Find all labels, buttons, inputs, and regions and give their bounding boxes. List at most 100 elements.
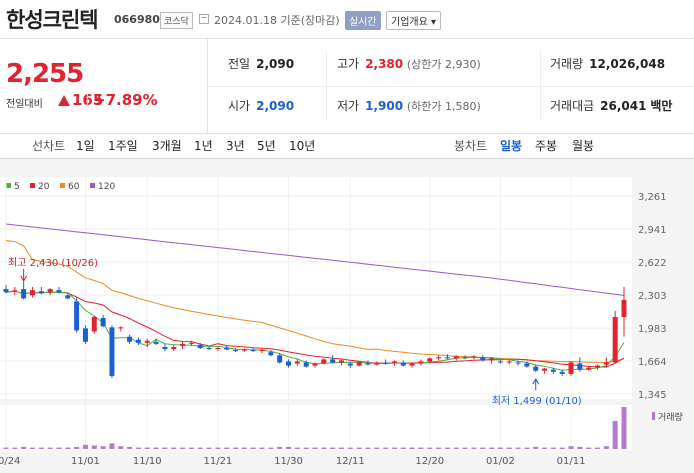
volume-bar [118, 446, 124, 449]
volume-bar [365, 447, 371, 449]
y-tick-label: 2,303 [638, 291, 667, 302]
stock-code: 066980 [114, 13, 160, 26]
x-tick-label: 11/21 [203, 456, 232, 467]
candle-body [109, 327, 115, 376]
period-10y[interactable]: 10년 [289, 139, 316, 153]
candle-body [321, 359, 327, 364]
volume-panel [0, 405, 632, 451]
candle-body [559, 371, 565, 374]
period-1y[interactable]: 1년 [194, 139, 213, 153]
candle-body [586, 367, 592, 370]
candle-body [330, 359, 336, 363]
period-3m[interactable]: 3개월 [152, 139, 182, 153]
y-tick-label: 1,983 [638, 324, 667, 335]
y-tick-label: 2,622 [638, 258, 667, 269]
candle-body [365, 363, 371, 365]
volume-bar [383, 447, 389, 449]
volume-bar [603, 446, 609, 449]
volume-bar [400, 447, 406, 449]
volume-bar [259, 447, 265, 449]
volume-bar [418, 447, 424, 449]
candle-body [524, 363, 530, 367]
volume-bar [568, 446, 574, 449]
candle-body [577, 363, 583, 370]
candle-body [391, 361, 397, 364]
volume-bar [409, 447, 415, 449]
volume-bar [577, 446, 583, 449]
max-arrow-head [20, 275, 28, 282]
price-chart[interactable]: 5 20 60 120 3,261 2,941 2,622 2,303 1,983 1,664 1,… [0, 158, 694, 473]
volume-bar [436, 447, 442, 449]
volume-bar [612, 421, 618, 449]
legend-swatch [6, 183, 11, 188]
candle-body [497, 361, 503, 363]
candle-body [383, 362, 389, 364]
candle-body [127, 336, 133, 342]
ma120-line [5, 223, 625, 296]
volume-bar [74, 446, 80, 449]
candle-monthly[interactable]: 월봉 [572, 139, 595, 153]
volume-bar [250, 447, 256, 449]
volume-bar [206, 447, 212, 449]
volume-label: 거래량 [658, 411, 683, 423]
volume-bar [135, 447, 141, 449]
volume-bar [241, 447, 247, 449]
volume-legend-swatch [652, 412, 655, 420]
divider [208, 86, 694, 87]
ma20-line [5, 290, 625, 368]
candle-body [409, 363, 415, 366]
candle-body [180, 343, 186, 346]
x-tick-label: 11/30 [274, 456, 303, 467]
candle-body [47, 289, 53, 293]
volume-bar [506, 447, 512, 449]
candle-body [286, 361, 292, 366]
candle-body [338, 360, 344, 363]
volume-bar [480, 447, 486, 449]
low-cell: 저가 1,900 (하한가 1,580) [337, 99, 481, 113]
up-triangle-icon [58, 95, 70, 106]
x-tick-label: 01/02 [486, 456, 515, 467]
volume-bar [82, 444, 88, 449]
candle-body [374, 362, 380, 365]
candle-body [312, 363, 318, 366]
volume-bar [56, 447, 62, 449]
volume-bar [171, 447, 177, 449]
volume-bar [162, 447, 168, 449]
volume-bar [144, 447, 150, 449]
volume-bar [444, 447, 450, 449]
volume-bar [29, 447, 35, 449]
candle-body [250, 350, 256, 352]
candle-daily[interactable]: 일봉 [500, 139, 523, 153]
candle-weekly[interactable]: 주봉 [535, 139, 558, 153]
legend-item: 60 [68, 182, 80, 192]
candle-body [215, 348, 221, 350]
realtime-button[interactable]: 실시간 [345, 11, 381, 30]
legend-item: 120 [98, 182, 115, 192]
legend-item: 20 [38, 182, 50, 192]
x-tick-label: 11/01 [71, 456, 100, 467]
volume-bar [321, 447, 327, 449]
volume-bar [188, 447, 194, 449]
volume-bar [347, 447, 353, 449]
legend-item: 5 [14, 182, 20, 192]
period-1d[interactable]: 1일 [76, 139, 95, 153]
candle-body [91, 317, 97, 332]
candle-body [144, 340, 150, 343]
period-1w[interactable]: 1주일 [108, 139, 138, 153]
stock-name: 한성크린텍 [6, 8, 99, 32]
period-3y[interactable]: 3년 [226, 139, 245, 153]
volume-bar [277, 446, 283, 449]
x-tick-label: 10/24 [0, 456, 20, 467]
candle-body [621, 299, 627, 318]
candle-body [153, 341, 159, 344]
period-5y[interactable]: 5년 [257, 139, 276, 153]
candle-body [453, 356, 459, 359]
legend-swatch [90, 183, 95, 188]
candle-chart-label: 봉차트 [454, 139, 488, 153]
candle-body [568, 362, 574, 374]
company-info-dropdown[interactable]: 기업개요 ▾ [386, 11, 441, 30]
candle-body [612, 317, 618, 363]
volume-bar [127, 446, 133, 449]
period-bar: 선차트 1일 1주일 3개월 1년 3년 5년 10년 봉차트 일봉 주봉 월봉 [0, 134, 694, 158]
volume-bar [559, 447, 565, 449]
